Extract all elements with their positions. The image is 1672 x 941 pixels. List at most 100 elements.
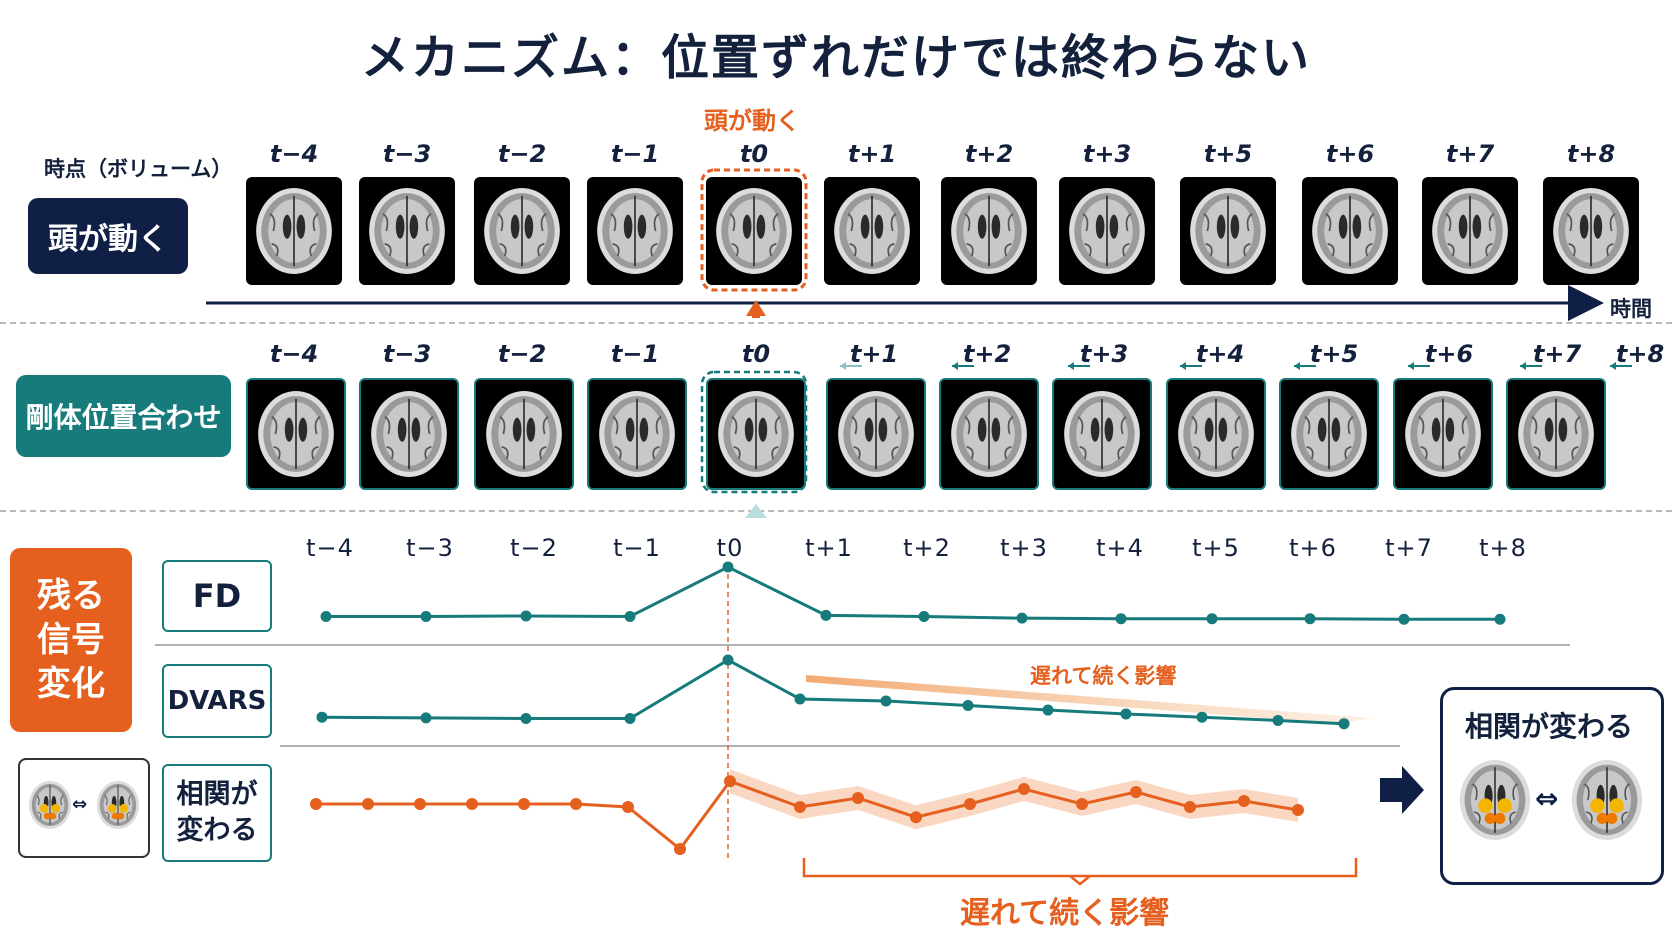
moved-volume-highlight	[700, 168, 808, 292]
brain-volume-frame	[1180, 177, 1276, 285]
dvars-point	[794, 693, 806, 705]
fd-point	[1206, 613, 1218, 625]
brain-scan-image	[1405, 391, 1481, 477]
dvars-point	[1272, 714, 1284, 726]
rigid-registration-label: 剛体位置合わせ	[16, 375, 231, 457]
dvars-label: DVARS	[162, 664, 272, 738]
dvars-point	[1120, 708, 1132, 720]
fd-point	[520, 610, 532, 622]
shift-arrowhead	[1520, 362, 1526, 370]
timepoint-label: t+5	[1309, 340, 1359, 368]
brain-volume-frame	[1543, 177, 1639, 285]
timepoint-label: t+3	[1000, 534, 1048, 562]
brain-correlation-image	[1567, 752, 1647, 852]
brain-scan-image	[1518, 391, 1594, 477]
timepoint-label: t+1	[849, 340, 899, 368]
fd-point	[624, 611, 636, 622]
brain-volume-frame	[587, 177, 683, 285]
timepoint-label: t−3	[382, 340, 432, 368]
brain-volume-frame	[359, 378, 459, 490]
brain-scan-image	[1553, 188, 1629, 274]
correlation-point	[414, 798, 426, 810]
correlation-point	[570, 798, 582, 810]
brain-scan-image	[599, 391, 675, 477]
dvars-point	[520, 713, 532, 724]
brain-correlation-image	[94, 774, 142, 840]
correlation-point	[964, 798, 976, 810]
brain-scan-image	[371, 391, 447, 477]
correlation-change-label: 相関が 変わる	[162, 764, 272, 862]
dvars-point	[420, 712, 432, 724]
timepoint-label: t−1	[613, 534, 661, 562]
brain-volume-frame	[1052, 378, 1152, 490]
timepoint-label: t+2	[964, 140, 1014, 168]
fd-point	[820, 609, 832, 621]
brain-volume-frame	[246, 177, 342, 285]
brain-volume-frame	[246, 378, 346, 490]
brain-volume-frame	[824, 177, 920, 285]
brain-scan-image	[486, 391, 562, 477]
timepoint-axis-label: 時点（ボリューム）	[44, 157, 233, 181]
correlation-point	[1130, 786, 1142, 798]
dvars-point	[1042, 704, 1054, 716]
double-arrow-icon: ⇔	[72, 794, 88, 815]
brain-volume-frame	[1059, 177, 1155, 285]
timepoint-label: t−1	[610, 340, 660, 368]
timepoint-label: t0	[739, 140, 769, 168]
lagged-effect-label: 遅れて続く影響	[1030, 664, 1177, 688]
correlation-point	[518, 798, 530, 810]
section-divider	[0, 510, 1672, 512]
correlation-point	[622, 801, 634, 813]
timepoint-label: t+8	[1479, 534, 1527, 562]
correlation-point	[724, 775, 736, 788]
brain-scan-image	[1291, 391, 1367, 477]
timepoint-label: t+7	[1385, 534, 1433, 562]
brain-scan-image	[1190, 188, 1266, 274]
brain-volume-frame	[474, 378, 574, 490]
brain-volume-frame	[706, 177, 802, 285]
residual-label-line: 残る	[37, 576, 105, 616]
lagged-effect-label: 遅れて続く影響	[960, 896, 1170, 931]
timepoint-label: t−3	[406, 534, 454, 562]
lagged-effect-bracket-tip	[1069, 875, 1091, 886]
timepoint-label: t−2	[497, 340, 547, 368]
timepoint-label: t+4	[1195, 340, 1245, 368]
corr-label-line: 相関が	[176, 779, 258, 810]
corr-label-line: 変わる	[176, 815, 258, 846]
brain-scan-image	[258, 391, 334, 477]
shift-arrowhead	[1610, 362, 1616, 370]
page-title: メカニズム：位置ずれだけでは終わらない	[360, 30, 1311, 86]
timepoint-label: t−4	[306, 534, 354, 562]
brain-scan-image	[484, 188, 560, 274]
brain-scan-image	[1064, 391, 1140, 477]
timepoint-label: t−1	[610, 140, 660, 168]
head-move-arrow	[746, 300, 766, 318]
timepoint-label: t−3	[382, 140, 432, 168]
brain-scan-image	[1312, 188, 1388, 274]
brain-correlation-image	[1455, 752, 1535, 852]
fd-point	[420, 611, 432, 622]
brain-scan-image	[718, 391, 794, 477]
timepoint-label: t−4	[269, 140, 319, 168]
timepoint-label: t−2	[510, 534, 558, 562]
timepoint-label: t+1	[805, 534, 853, 562]
brain-correlation-image	[26, 774, 74, 840]
head-moves-event-label: 頭が動く	[704, 107, 800, 135]
brain-volume-frame	[939, 378, 1039, 490]
fd-point	[320, 611, 332, 622]
fd-point	[1398, 613, 1410, 625]
double-arrow-icon: ⇔	[1535, 782, 1559, 815]
time-axis-label: 時間	[1610, 297, 1652, 321]
correlation-point	[466, 798, 478, 810]
registration-arrow	[745, 504, 767, 518]
brain-scan-image	[597, 188, 673, 274]
dvars-point	[316, 711, 328, 723]
timepoint-label: t+3	[1082, 140, 1132, 168]
brain-scan-image	[369, 188, 445, 274]
dvars-point	[722, 654, 734, 666]
correlation-point	[1076, 798, 1088, 810]
timepoint-label: t+6	[1289, 534, 1337, 562]
correlation-point	[852, 792, 864, 804]
correlation-point	[1184, 801, 1196, 813]
